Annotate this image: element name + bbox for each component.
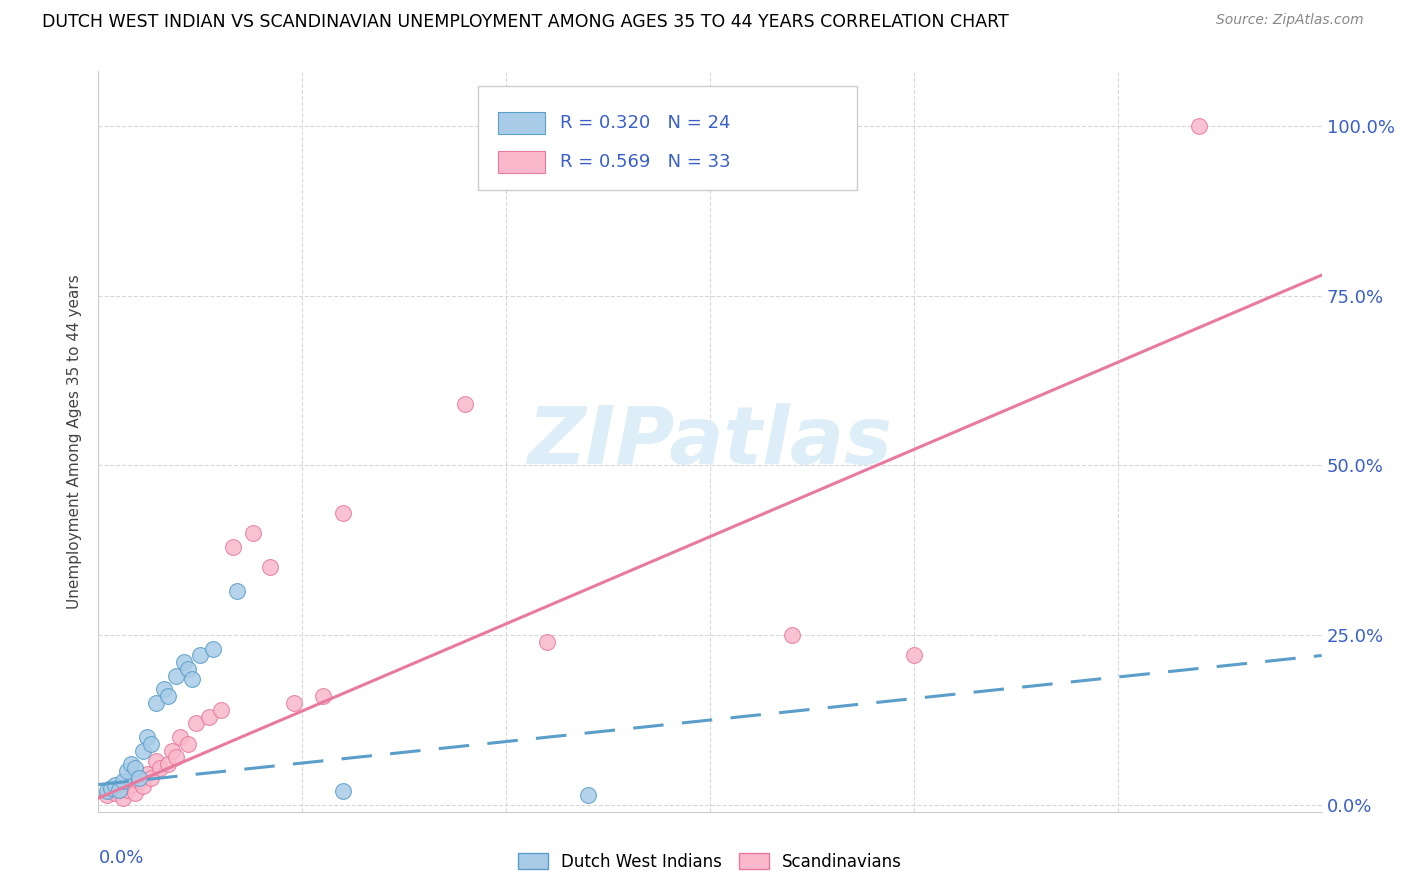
Text: DUTCH WEST INDIAN VS SCANDINAVIAN UNEMPLOYMENT AMONG AGES 35 TO 44 YEARS CORRELA: DUTCH WEST INDIAN VS SCANDINAVIAN UNEMPL… <box>42 13 1010 31</box>
Point <box>124 761 146 775</box>
Point <box>173 655 195 669</box>
Point <box>132 743 155 757</box>
Text: 0.0%: 0.0% <box>98 849 143 867</box>
Point <box>576 788 599 802</box>
Point <box>111 791 134 805</box>
Point <box>283 696 305 710</box>
Point <box>124 786 146 800</box>
Legend: Dutch West Indians, Scandinavians: Dutch West Indians, Scandinavians <box>512 847 908 878</box>
Point <box>536 635 558 649</box>
Point <box>120 757 142 772</box>
Point <box>104 778 127 792</box>
Point <box>111 774 134 789</box>
FancyBboxPatch shape <box>498 151 546 173</box>
Point <box>312 690 335 704</box>
Text: ZIPatlas: ZIPatlas <box>527 402 893 481</box>
Point <box>115 783 138 797</box>
Point <box>201 641 224 656</box>
Point <box>108 783 131 797</box>
Point <box>165 750 187 764</box>
Point <box>160 743 183 757</box>
Point <box>332 506 354 520</box>
Point <box>96 788 118 802</box>
Point <box>242 526 264 541</box>
Point <box>96 784 118 798</box>
Point <box>115 764 138 778</box>
Point <box>177 737 200 751</box>
Point <box>104 786 127 800</box>
Point <box>156 690 179 704</box>
Point <box>222 540 245 554</box>
Point <box>259 560 281 574</box>
Point <box>100 780 122 795</box>
Point <box>186 716 208 731</box>
Point <box>141 737 163 751</box>
Text: Source: ZipAtlas.com: Source: ZipAtlas.com <box>1216 13 1364 28</box>
Point <box>780 628 803 642</box>
Point <box>120 778 142 792</box>
Point <box>332 784 354 798</box>
Point <box>903 648 925 663</box>
Point <box>108 780 131 795</box>
Point <box>128 774 150 789</box>
FancyBboxPatch shape <box>498 112 546 135</box>
Point <box>177 662 200 676</box>
Point <box>128 771 150 785</box>
Point <box>454 397 477 411</box>
Point <box>136 730 159 744</box>
Y-axis label: Unemployment Among Ages 35 to 44 years: Unemployment Among Ages 35 to 44 years <box>67 274 83 609</box>
Point <box>181 673 204 687</box>
Point <box>156 757 179 772</box>
Point <box>145 696 167 710</box>
Point <box>132 779 155 793</box>
Point <box>152 682 174 697</box>
Point <box>197 709 219 723</box>
Point <box>149 761 172 775</box>
Point <box>165 669 187 683</box>
Text: R = 0.569   N = 33: R = 0.569 N = 33 <box>560 153 730 170</box>
Point <box>169 730 191 744</box>
Point <box>100 784 122 798</box>
Point <box>136 767 159 781</box>
FancyBboxPatch shape <box>478 87 856 190</box>
Point <box>209 703 232 717</box>
Point <box>1188 119 1211 133</box>
Point <box>145 754 167 768</box>
Text: R = 0.320   N = 24: R = 0.320 N = 24 <box>560 114 730 132</box>
Point <box>188 648 212 663</box>
Point <box>141 771 163 785</box>
Point <box>226 584 249 599</box>
